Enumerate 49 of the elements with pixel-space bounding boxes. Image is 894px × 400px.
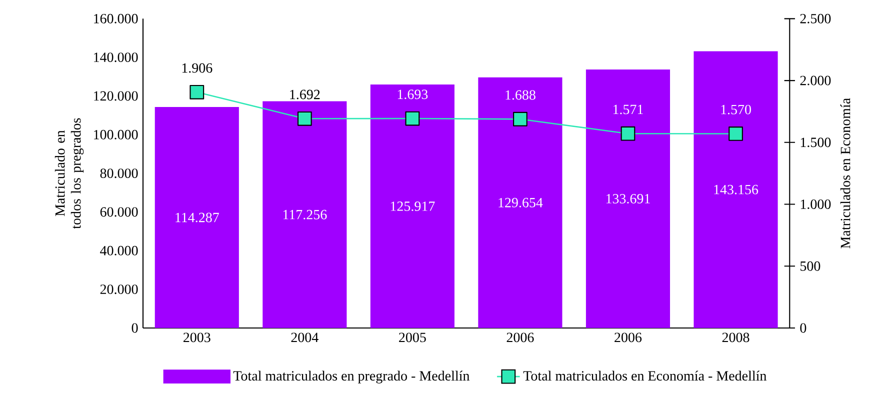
y2-tick-label: 1.000: [800, 200, 831, 210]
x-tick-label: 2006: [614, 332, 642, 342]
bar: [370, 84, 454, 328]
x-tick-label: 2008: [722, 332, 750, 342]
y-tick-label: 160.000: [94, 14, 138, 24]
bar: [154, 107, 239, 328]
data-label: 117.256: [283, 210, 327, 220]
y2-tick-label: 500: [800, 261, 820, 271]
y-tick-label: 80.000: [100, 168, 138, 178]
data-label: 133.691: [606, 194, 650, 204]
y-tick-label: 0: [132, 323, 138, 333]
y2-axis-title: Matriculados en Economía: [840, 98, 850, 248]
x-tick-label: 2004: [291, 332, 318, 342]
point: [728, 126, 743, 141]
data-label: 1.693: [398, 90, 428, 100]
y-tick-label: 20.000: [100, 284, 138, 294]
point: [297, 111, 312, 126]
x-tick-label: 2003: [184, 332, 210, 342]
y2-tick-label: 2.000: [800, 76, 831, 86]
bar: [478, 77, 562, 328]
data-label: 125.917: [390, 202, 435, 211]
data-label: 114.287: [176, 212, 219, 222]
point: [190, 84, 204, 100]
legend-label: Total matriculados en Economía - Medellín: [523, 370, 766, 381]
y2-tick-label: 1.500: [800, 138, 831, 148]
y2-tick-label: 2.500: [800, 14, 831, 24]
data-label: 143.156: [714, 184, 758, 194]
data-label: 1.692: [290, 90, 320, 100]
y-axis-title: Matriculado en todos los pregrados: [54, 118, 84, 229]
legend-label: Total matriculados en pregrado - Medellín: [233, 370, 470, 384]
data-label: 1.571: [613, 104, 643, 114]
x-tick-label: 2005: [399, 332, 426, 342]
bar: [694, 51, 778, 328]
data-label: 1.688: [506, 90, 536, 100]
point: [513, 112, 528, 126]
point: [620, 126, 636, 141]
y-tick-label: 60.000: [100, 207, 138, 217]
bar: [262, 101, 347, 328]
y-tick-label: 100.000: [94, 130, 138, 140]
y2-tick-label: 0: [800, 323, 806, 333]
y-tick-label: 40.000: [100, 246, 138, 256]
x-tick-label: 2006: [506, 332, 534, 342]
data-label: 1.570: [721, 104, 751, 114]
bar: [586, 70, 670, 328]
data-label: 1.906: [182, 63, 212, 73]
point: [405, 111, 420, 126]
data-label: 129.654: [498, 198, 543, 208]
y-tick-label: 120.000: [94, 91, 138, 101]
y-tick-label: 140.000: [94, 52, 138, 62]
